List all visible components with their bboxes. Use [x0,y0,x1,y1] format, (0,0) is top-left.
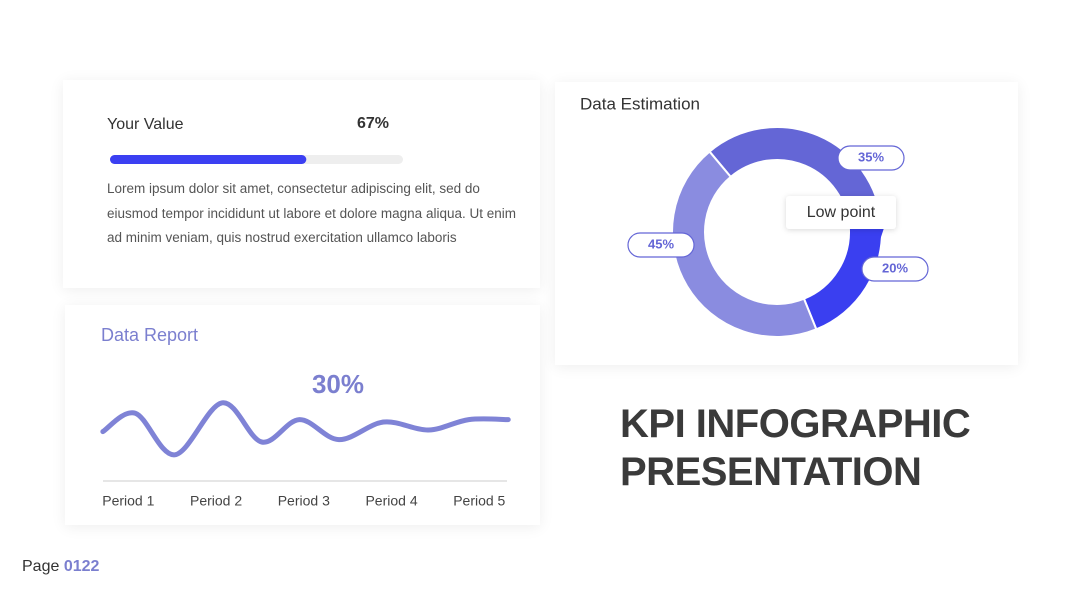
line [100,400,511,458]
x-tick-label: Period 3 [278,493,330,509]
value-label: 20% [882,260,908,275]
value-label: 67% [357,115,389,132]
value-label: 45% [648,236,674,251]
page-number: Page 0122 [22,558,99,576]
page-number-value: 0122 [63,558,100,575]
callout-pointer [850,228,884,246]
callout-box [786,196,896,229]
label-pill [837,145,905,171]
x-tick-label: Period 5 [453,493,505,509]
label-pill [861,256,929,282]
value-card [63,80,540,288]
progress-title: Your Value [107,116,184,133]
value-label: 35% [858,149,884,164]
x-tick-label: Period 2 [190,493,242,509]
label-pill [627,232,695,258]
chart-title: Data Report [101,325,198,345]
body-text: Lorem ipsum dolor sit amet, consectetur … [107,181,516,245]
page-label: Page [22,558,60,575]
chart-title: Data Estimation [580,94,700,113]
donut-slice [671,150,818,338]
report-card [65,305,540,525]
headline: KPI INFOGRAPHIC [620,402,971,446]
callout-text: Low point [807,204,876,221]
x-tick-label: Period 1 [102,493,154,509]
headline: PRESENTATION [620,450,922,494]
progress-fill [110,155,307,164]
x-tick-label: Period 4 [365,493,417,509]
annotation: 30% [312,369,364,399]
